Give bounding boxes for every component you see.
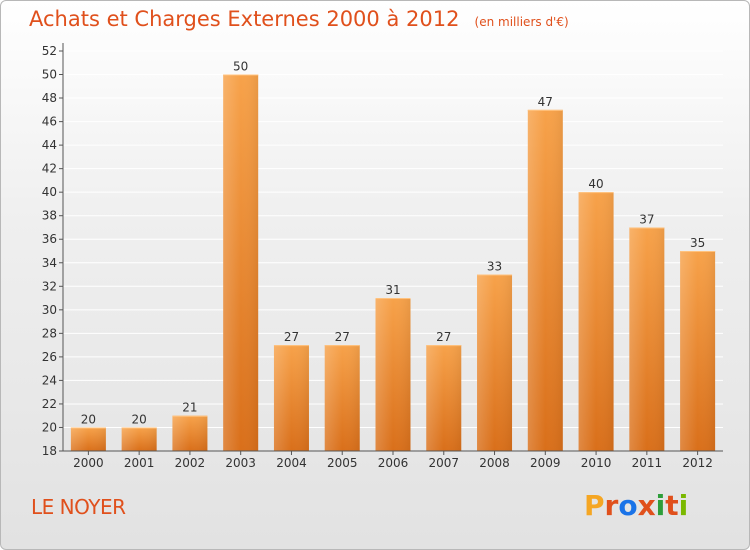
brand-letter: r (604, 489, 619, 522)
brand-letter: o (618, 489, 638, 522)
x-tick-label: 2006 (378, 456, 409, 470)
data-label: 37 (639, 212, 654, 226)
data-label: 27 (284, 330, 299, 344)
x-tick-label: 2000 (73, 456, 104, 470)
x-tick-label: 2012 (682, 456, 713, 470)
bar-shine (578, 192, 614, 452)
bar-shine (121, 427, 157, 451)
data-label: 40 (588, 177, 603, 191)
data-label: 33 (487, 260, 502, 274)
data-label: 20 (132, 412, 147, 426)
y-tick-label: 46 (42, 115, 57, 129)
bar-shine (629, 227, 665, 451)
y-tick-label: 34 (42, 256, 57, 270)
y-tick-label: 52 (42, 44, 57, 58)
y-tick-label: 30 (42, 303, 57, 317)
bar-shine (324, 345, 360, 451)
place-name: LE NOYER (31, 495, 126, 519)
y-tick-label: 32 (42, 279, 57, 293)
bar-shine (477, 274, 513, 451)
y-tick-label: 24 (42, 373, 57, 387)
chart-unit: (en milliers d'€) (474, 15, 569, 29)
y-tick-label: 42 (42, 162, 57, 176)
data-label: 20 (81, 412, 96, 426)
x-tick-label: 2008 (479, 456, 510, 470)
y-tick-label: 18 (42, 444, 57, 458)
bar-shine (273, 345, 309, 451)
brand-letter: t (665, 489, 679, 522)
x-tick-label: 2011 (632, 456, 663, 470)
y-tick-label: 36 (42, 232, 57, 246)
y-tick-label: 50 (42, 68, 57, 82)
x-tick-label: 2004 (276, 456, 307, 470)
axes: 18 20 22 24 26 28 30 32 34 36 38 40 42 44 46 48 50 52 2000… (42, 43, 723, 470)
bar-shine (172, 415, 208, 451)
data-label: 31 (385, 283, 400, 297)
x-tick-label: 2009 (530, 456, 561, 470)
x-tick-label: 2001 (124, 456, 155, 470)
y-tick-label: 28 (42, 326, 57, 340)
bar-shine (70, 427, 106, 451)
x-tick-label: 2002 (175, 456, 206, 470)
data-label: 47 (538, 95, 553, 109)
data-label: 27 (335, 330, 350, 344)
y-tick-label: 26 (42, 350, 57, 364)
y-tick-label: 48 (42, 91, 57, 105)
x-tick-label: 2005 (327, 456, 358, 470)
bar-shine (680, 251, 716, 451)
y-tick-label: 20 (42, 420, 57, 434)
data-labels: 20 20 21 50 27 27 31 27 33 47 40 37 35 (81, 60, 706, 427)
data-label: 21 (182, 401, 197, 415)
data-label: 50 (233, 60, 248, 74)
chart-title: Achats et Charges Externes 2000 à 2012 (29, 7, 460, 31)
brand-letter: i (655, 489, 666, 522)
brand-letter: x (637, 489, 656, 522)
bar-shine (527, 109, 563, 451)
y-tick-label: 44 (42, 138, 57, 152)
bar-shine (426, 345, 462, 451)
brand-letter: i (678, 489, 689, 522)
bars (70, 74, 716, 452)
data-label: 35 (690, 236, 705, 250)
y-tick-label: 38 (42, 209, 57, 223)
title-row: Achats et Charges Externes 2000 à 2012 (… (29, 7, 569, 31)
brand-logo: Proxiti (584, 489, 688, 522)
data-label: 27 (436, 330, 451, 344)
y-tick-label: 40 (42, 185, 57, 199)
x-tick-label: 2010 (581, 456, 612, 470)
bar-shine (375, 298, 411, 451)
brand-letter: P (584, 489, 605, 522)
x-tick-label: 2007 (428, 456, 459, 470)
bar-shine (223, 74, 259, 451)
y-tick-label: 22 (42, 397, 57, 411)
x-tick-label: 2003 (225, 456, 256, 470)
